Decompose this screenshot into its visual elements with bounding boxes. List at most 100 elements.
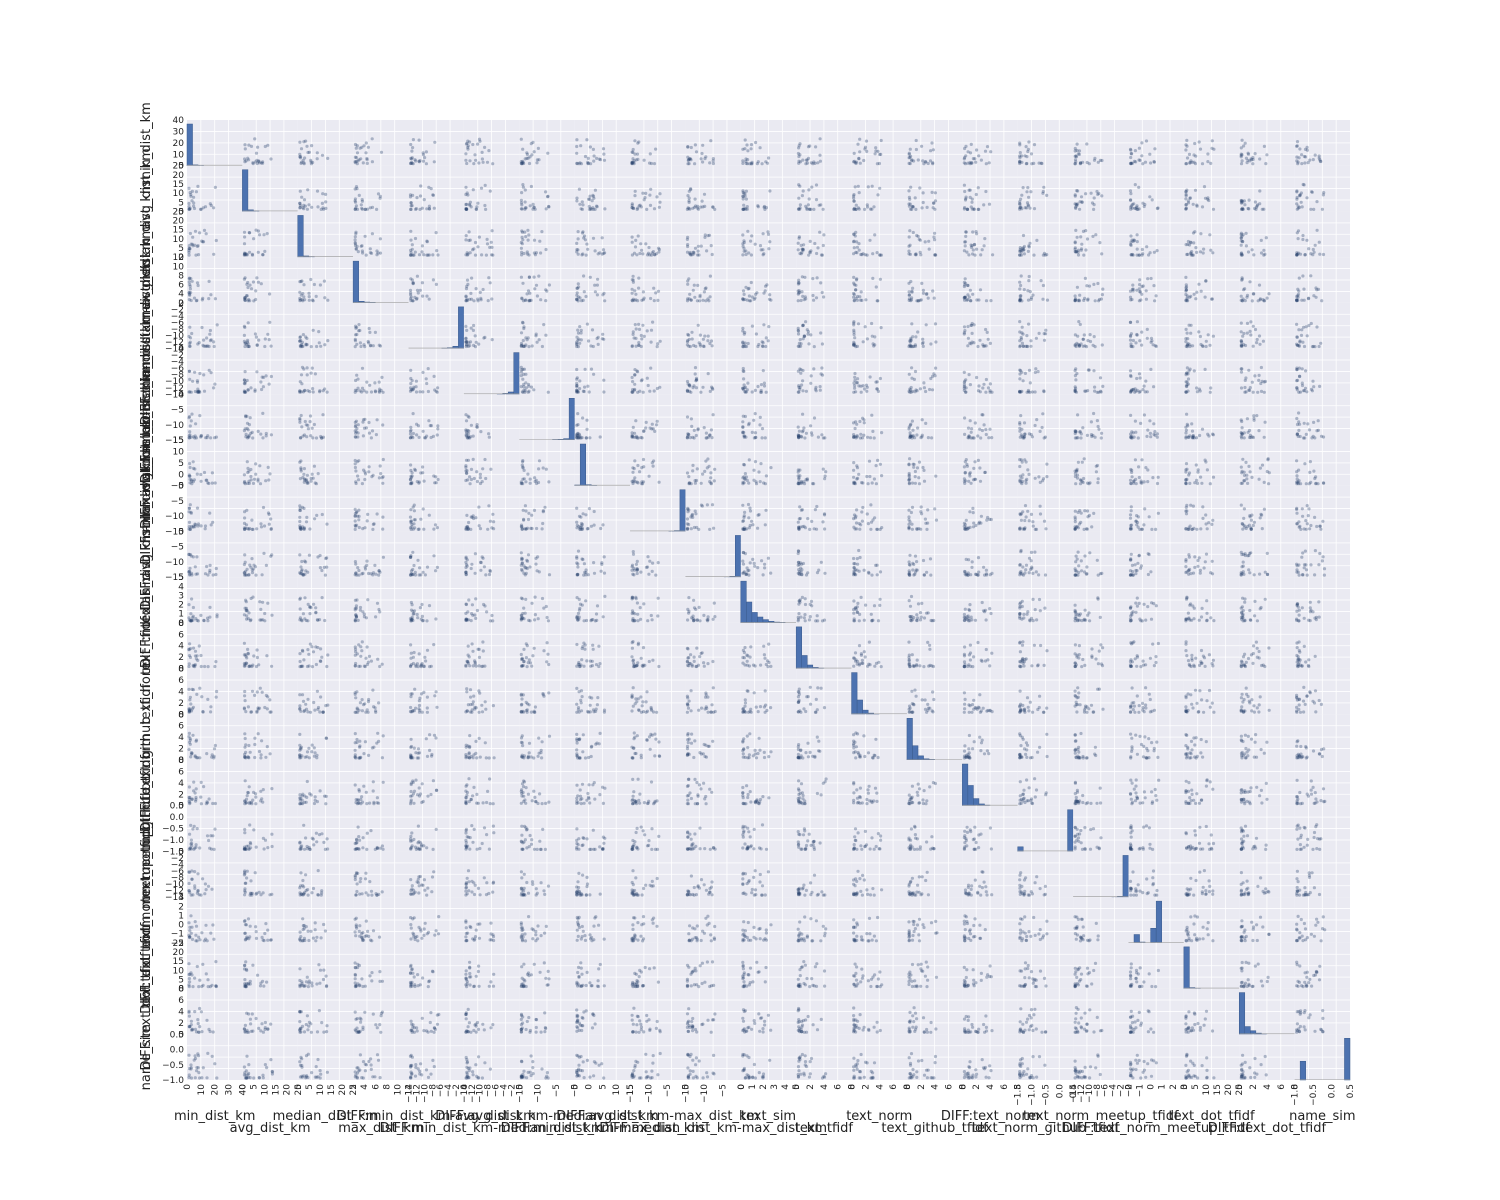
scatter-point <box>761 344 765 349</box>
scatter-point <box>1138 376 1142 380</box>
scatter-point <box>637 140 641 144</box>
scatter-point <box>370 137 374 141</box>
scatter-point <box>657 205 662 209</box>
scatter-point <box>373 330 377 334</box>
panel-diff-min-dist-km-avg-dist-km-vs-text-norm <box>851 302 907 349</box>
scatter-point <box>376 251 380 255</box>
scatter-point <box>532 238 537 242</box>
scatter-point <box>634 336 638 340</box>
scatter-point <box>1097 191 1101 196</box>
scatter-point <box>920 206 924 210</box>
scatter-point <box>636 141 640 145</box>
scatter-point <box>369 436 373 440</box>
scatter-point <box>246 466 250 470</box>
scatter-point <box>1242 288 1246 292</box>
scatter-point <box>581 389 586 393</box>
scatter-point <box>520 229 524 233</box>
scatter-point <box>1184 189 1188 194</box>
scatter-point <box>465 328 469 332</box>
scatter-point <box>818 385 822 389</box>
scatter-point <box>415 196 419 200</box>
scatter-point <box>1253 200 1257 204</box>
scatter-point <box>1185 331 1189 335</box>
scatter-point <box>421 151 425 155</box>
scatter-point <box>921 291 926 295</box>
scatter-point <box>978 288 983 292</box>
scatter-point <box>1321 435 1326 439</box>
scatter-point <box>254 462 258 466</box>
scatter-point <box>864 298 868 302</box>
scatter-point <box>535 161 539 165</box>
scatter-point <box>638 251 642 256</box>
scatter-point <box>464 340 468 344</box>
scatter-point <box>686 297 690 301</box>
scatter-point <box>1194 436 1199 440</box>
scatter-point <box>1036 370 1040 374</box>
scatter-point <box>968 288 973 292</box>
scatter-point <box>321 206 325 210</box>
scatter-point <box>741 289 746 293</box>
scatter-point <box>575 344 579 349</box>
scatter-point <box>688 344 693 349</box>
scatter-point <box>637 322 641 326</box>
scatter-point <box>544 288 548 292</box>
scatter-point <box>247 143 251 147</box>
scatter-point <box>244 159 248 163</box>
scatter-point <box>798 207 802 211</box>
scatter-point <box>968 188 972 192</box>
scatter-point <box>373 389 377 393</box>
scatter-point <box>1184 288 1188 292</box>
scatter-point <box>1078 162 1082 166</box>
scatter-point <box>810 185 814 189</box>
scatter-point <box>300 425 304 429</box>
scatter-point <box>208 202 212 206</box>
scatter-point <box>520 390 525 394</box>
scatter-point <box>353 160 357 164</box>
scatter-point <box>474 158 478 162</box>
scatter-point <box>245 460 249 464</box>
scatter-point <box>708 274 713 278</box>
scatter-point <box>804 204 808 208</box>
scatter-point <box>269 344 273 348</box>
scatter-point <box>418 390 422 394</box>
scatter-point <box>1131 287 1135 291</box>
scatter-point <box>204 478 208 482</box>
scatter-point <box>700 199 704 203</box>
scatter-point <box>1148 152 1152 156</box>
scatter-point <box>1185 252 1189 257</box>
scatter-point <box>855 245 860 249</box>
scatter-point <box>1079 436 1083 440</box>
scatter-point <box>1030 435 1034 439</box>
scatter-point <box>878 253 882 257</box>
scatter-point <box>576 299 580 303</box>
scatter-point <box>1028 241 1032 245</box>
scatter-point <box>816 435 821 439</box>
scatter-point <box>1022 252 1026 256</box>
scatter-point <box>856 322 861 326</box>
scatter-point <box>852 232 856 236</box>
scatter-point <box>1073 343 1077 347</box>
scatter-point <box>1209 161 1213 165</box>
scatter-point <box>1141 162 1145 166</box>
scatter-point <box>315 151 319 155</box>
scatter-point <box>1018 253 1022 257</box>
scatter-point <box>418 194 423 198</box>
scatter-point <box>319 344 323 348</box>
scatter-point <box>1208 343 1212 347</box>
scatter-point <box>1310 190 1314 194</box>
scatter-point <box>799 243 803 247</box>
scatter-point <box>1023 154 1027 158</box>
scatter-point <box>527 275 532 279</box>
scatter-point <box>353 337 357 341</box>
scatter-point <box>632 298 636 302</box>
scatter-point <box>251 162 255 166</box>
scatter-point <box>1309 207 1313 211</box>
panel-median-dist-km-vs-max-dist-km <box>353 211 409 258</box>
scatter-point <box>1092 282 1096 286</box>
scatter-point <box>963 432 967 436</box>
scatter-point <box>431 193 435 197</box>
scatter-point <box>966 283 970 288</box>
panel-diff-min-dist-km-avg-dist-km-vs-max-dist-km <box>353 302 409 349</box>
scatter-point <box>870 321 874 326</box>
scatter-point <box>263 144 267 149</box>
